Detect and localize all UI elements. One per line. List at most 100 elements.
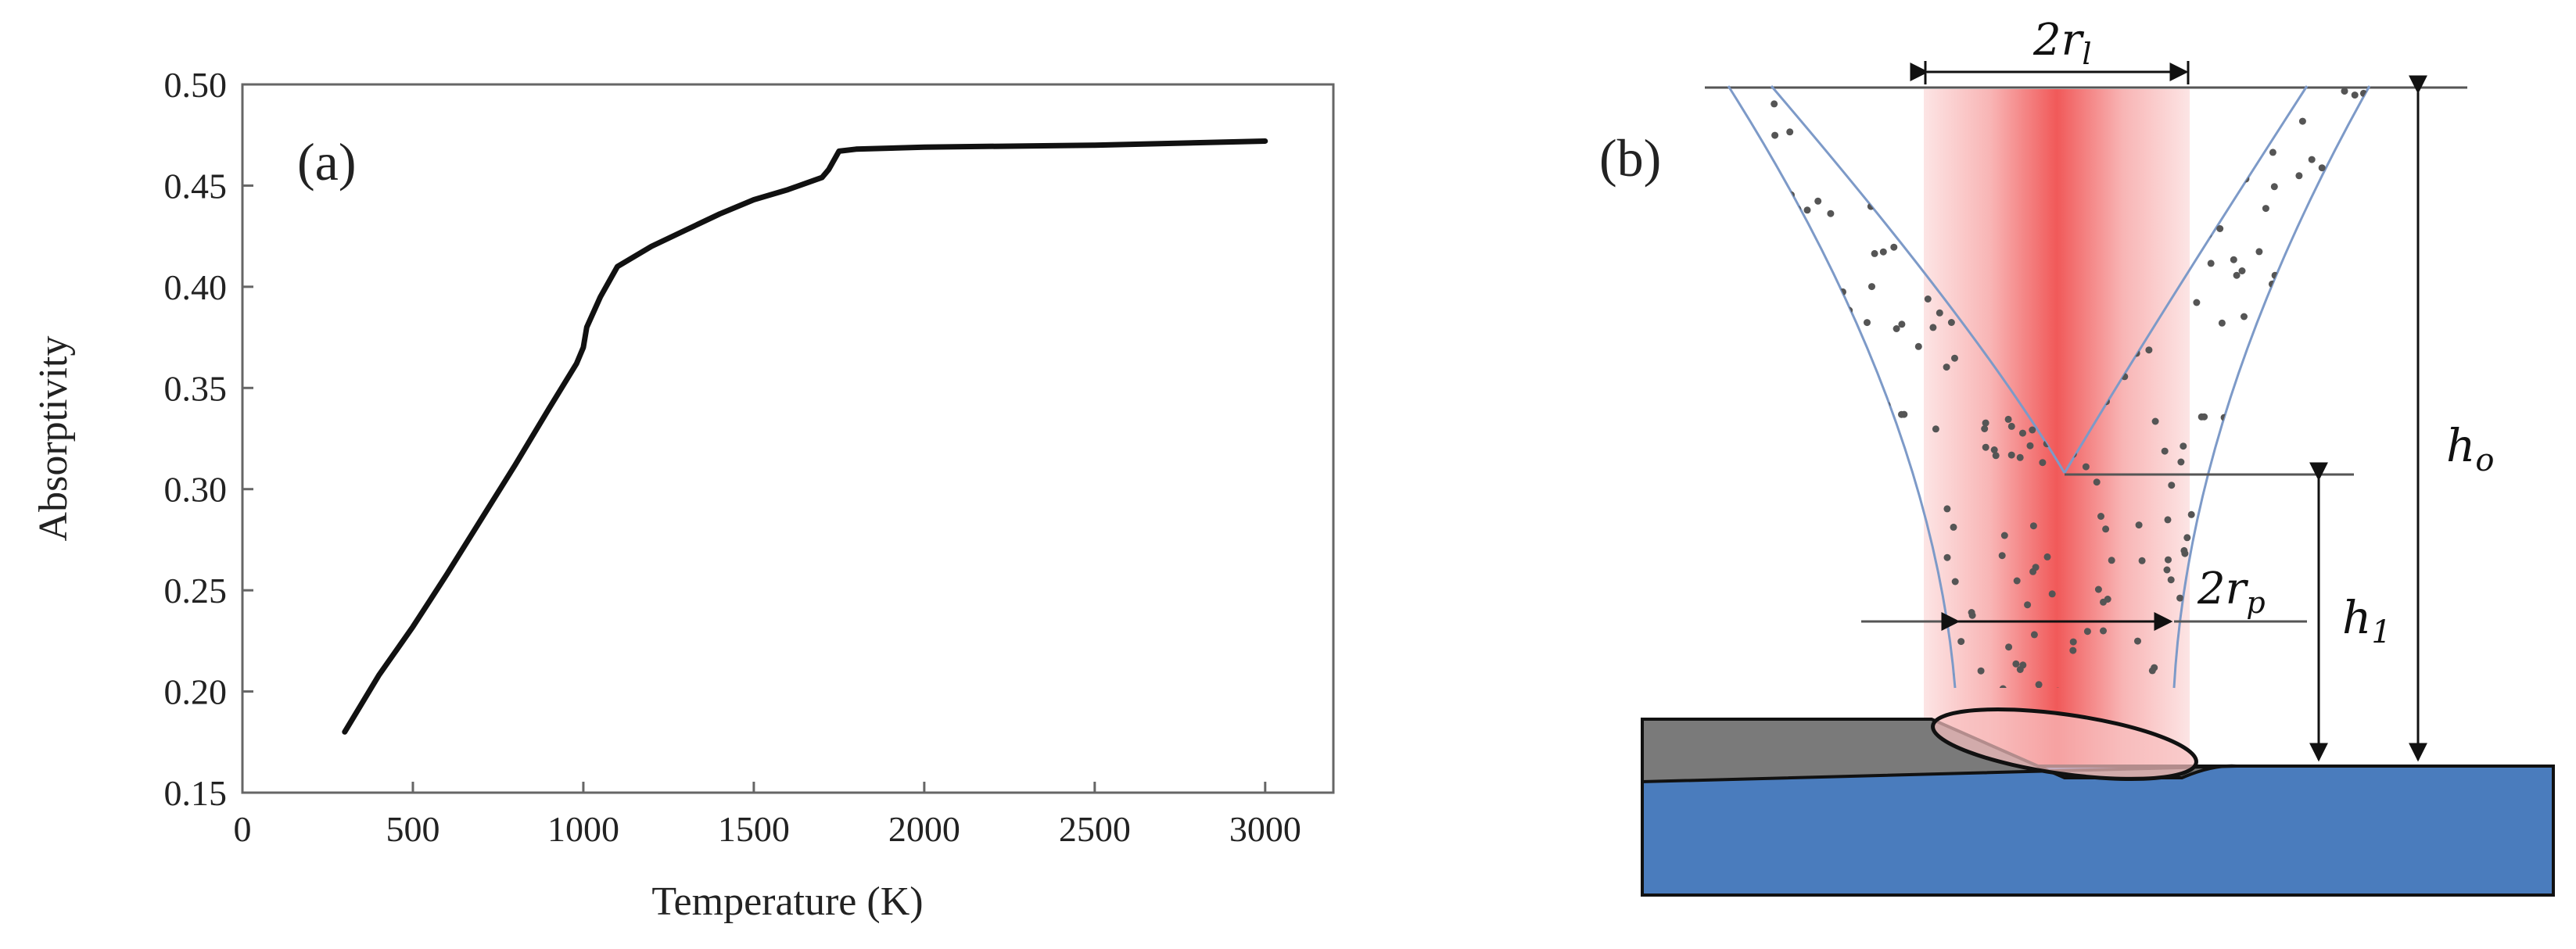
powder-particle [2199, 706, 2206, 713]
powder-particle [1903, 605, 1911, 613]
powder-particle [1936, 309, 1943, 317]
powder-particle [2218, 319, 2226, 327]
powder-particle [1768, 670, 1776, 678]
powder-particle [1829, 598, 1837, 606]
powder-particle [1759, 322, 1767, 330]
powder-particle [1898, 321, 1906, 328]
powder-particle [2258, 367, 2266, 374]
powder-particle [1875, 566, 1882, 574]
powder-particle [1812, 434, 1819, 442]
powder-particle [1785, 699, 1792, 706]
powder-particle [2082, 463, 2090, 471]
powder-particle [2355, 455, 2363, 463]
powder-particle [2321, 497, 2329, 505]
powder-particle [1871, 249, 1878, 257]
powder-particle [2318, 164, 2326, 172]
powder-particle [2016, 453, 2024, 461]
powder-particle [2163, 566, 2171, 574]
powder-particle [1910, 223, 1918, 231]
powder-particle [2340, 305, 2348, 313]
powder-particle [1849, 709, 1857, 716]
powder-stream-right-inner [2063, 85, 2309, 474]
powder-particle [1756, 578, 1764, 586]
powder-particle [2167, 576, 2175, 584]
powder-particle [1760, 169, 1768, 177]
powder-particle [2208, 511, 2215, 519]
powder-particle [2138, 557, 2146, 564]
powder-particle [2262, 205, 2269, 213]
powder-particle [2183, 534, 2191, 542]
powder-particle [1728, 207, 1736, 215]
powder-particle [2355, 276, 2363, 284]
powder-particle [2259, 131, 2267, 139]
powder-particle [2324, 354, 2332, 362]
x-tick-label: 1000 [547, 809, 619, 849]
powder-particle [1844, 610, 1852, 618]
powder-particle [1802, 303, 1810, 310]
powder-particle [1737, 709, 1744, 716]
powder-particle [1807, 258, 1814, 266]
powder-particle [2352, 252, 2360, 260]
powder-particle [1827, 209, 1835, 217]
laser-beam [1924, 89, 2190, 769]
powder-particle [1717, 410, 1724, 417]
powder-particle [1779, 478, 1787, 485]
powder-particle [1865, 462, 1873, 470]
powder-particle [2197, 158, 2205, 166]
powder-particle [1817, 424, 1824, 432]
laser-width-label: 2rl [2032, 15, 2092, 71]
powder-particle [2190, 690, 2197, 697]
powder-particle [1787, 416, 1795, 424]
powder-particle [2165, 556, 2172, 564]
powder-particle [2005, 643, 2013, 651]
powder-particle [1775, 321, 1783, 328]
powder-particle [1796, 683, 1803, 688]
powder-particle [1982, 419, 1989, 427]
powder-particle [1748, 360, 1756, 367]
powder-particle [2348, 491, 2356, 499]
powder-particle [2145, 346, 2153, 354]
powder-particle [2334, 731, 2341, 738]
powder-particle [2164, 516, 2172, 524]
powder-particle [1981, 425, 1989, 432]
laser-cladding-diagram: (b) 2rl 2rp [1599, 15, 2555, 897]
powder-particle [1881, 185, 1889, 192]
powder-particle [1763, 193, 1771, 201]
powder-particle [1876, 196, 1884, 204]
powder-particle [2269, 747, 2276, 754]
powder-particle [1850, 498, 1858, 506]
powder-particle [1733, 315, 1741, 322]
x-tick-label: 3000 [1229, 809, 1301, 849]
powder-particle [1781, 603, 1789, 611]
powder-particle [1785, 387, 1792, 395]
powder-particle [1817, 600, 1825, 607]
powder-particle [1740, 345, 1747, 353]
powder-particle [2280, 421, 2287, 429]
powder-particle [2241, 313, 2248, 321]
powder-particle [1762, 396, 1769, 403]
powder-particle [2019, 429, 2026, 437]
powder-particle [1982, 443, 1989, 451]
powder-particle [2236, 177, 2244, 184]
powder-particle [2035, 681, 2043, 688]
powder-particle [2214, 131, 2222, 138]
powder-particle [1720, 470, 1727, 477]
powder-particle [1893, 325, 1900, 332]
powder-particle [1806, 341, 1814, 349]
powder-particle [1773, 226, 1781, 234]
powder-particle [1900, 117, 1908, 124]
powder-particle [1728, 608, 1735, 616]
powder-particle [2207, 664, 2215, 671]
powder-particle [1874, 674, 1881, 681]
powder-particle [2314, 439, 2322, 447]
powder-particle [2301, 395, 2309, 403]
powder-particle [1780, 509, 1787, 517]
powder-particle [1813, 472, 1821, 480]
powder-particle [1837, 120, 1844, 128]
powder-particle [2100, 627, 2107, 635]
powder-particle [2366, 96, 2370, 104]
powder-particle [1780, 297, 1787, 305]
powder-particle [2305, 262, 2313, 270]
powder-particle [1868, 283, 1875, 291]
powder-particle [2266, 582, 2273, 590]
